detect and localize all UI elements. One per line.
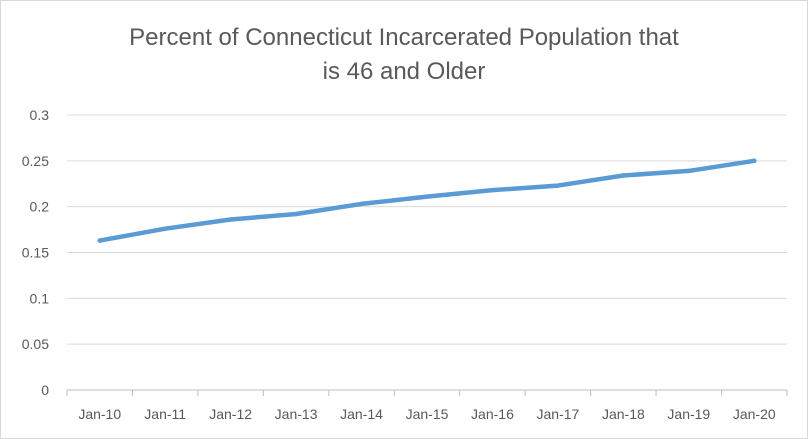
data-point: [555, 183, 561, 188]
x-tick-label: Jan-17: [537, 406, 580, 422]
data-point: [424, 194, 430, 199]
y-tick-label: 0.2: [30, 199, 50, 215]
data-point: [162, 226, 168, 231]
y-tick-label: 0: [41, 382, 49, 398]
y-tick-label: 0.15: [22, 245, 49, 261]
chart-title-line-1: Percent of Connecticut Incarcerated Popu…: [129, 24, 679, 51]
data-point: [752, 158, 757, 164]
data-point: [490, 187, 495, 193]
x-tick-label: Jan-14: [340, 406, 383, 422]
y-tick-label: 0.25: [22, 153, 49, 169]
x-tick-label: Jan-12: [209, 406, 252, 422]
data-point: [621, 173, 626, 178]
data-point: [228, 217, 233, 222]
x-tick-label: Jan-13: [275, 406, 318, 422]
x-tick-label: Jan-11: [144, 406, 186, 422]
y-tick-label: 0.3: [30, 107, 50, 123]
chart-title-line-2: is 46 and Older: [322, 58, 486, 85]
x-tick-label: Jan-10: [78, 406, 121, 422]
y-tick-label: 0.1: [30, 290, 50, 306]
data-point: [97, 238, 102, 243]
x-tick-label: Jan-20: [733, 406, 776, 422]
x-tick-label: Jan-15: [406, 406, 449, 422]
chart-title: Percent of Connecticut Incarcerated Popu…: [1, 21, 807, 89]
data-point: [293, 211, 299, 217]
data-point: [686, 168, 692, 174]
x-tick-label: Jan-18: [602, 406, 645, 422]
x-tick-label: Jan-16: [471, 406, 514, 422]
series-line: [97, 158, 757, 243]
x-tick-label: Jan-19: [667, 406, 710, 422]
data-point: [359, 201, 364, 207]
y-tick-label: 0.05: [22, 336, 49, 352]
